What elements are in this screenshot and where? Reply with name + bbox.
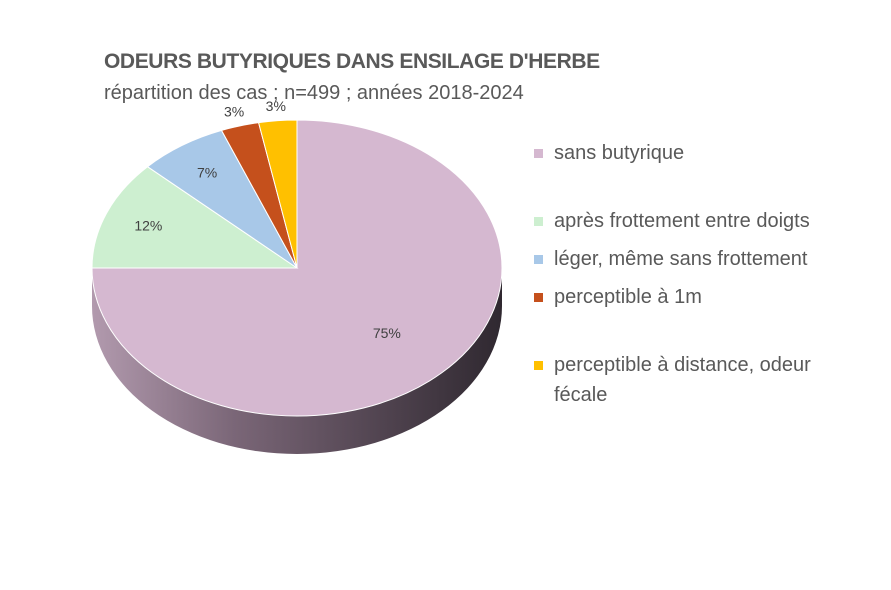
legend-swatch-apres-frottement	[534, 217, 543, 226]
chart-subtitle: répartition des cas ; n=499 ; années 201…	[104, 82, 524, 104]
legend-swatch-perceptible-distance	[534, 361, 543, 370]
data-label-leger: 7%	[197, 165, 217, 181]
pie-slice-perceptible-distance	[257, 119, 298, 269]
chart-legend: sans butyrique après frottement entre do…	[532, 138, 832, 410]
legend-item-leger: léger, même sans frottement	[532, 244, 832, 274]
legend-label-perceptible-1m: perceptible à 1m	[554, 286, 702, 308]
chart-title: ODEURS BUTYRIQUES DANS ENSILAGE D'HERBE	[104, 50, 600, 73]
legend-item-perceptible-1m: perceptible à 1m	[532, 282, 832, 312]
legend-label-leger: léger, même sans frottement	[554, 248, 808, 270]
legend-label-perceptible-distance: perceptible à distance, odeur fécale	[554, 354, 811, 406]
legend-swatch-leger	[534, 255, 543, 264]
legend-item-perceptible-distance: perceptible à distance, odeur fécale	[532, 350, 832, 410]
legend-label-sans-butyrique: sans butyrique	[554, 142, 685, 164]
legend-item-apres-frottement: après frottement entre doigts	[532, 206, 832, 236]
data-label-apres-frottement: 12%	[134, 218, 162, 234]
legend-swatch-perceptible-1m	[534, 293, 543, 302]
data-label-perceptible-1m: 3%	[224, 104, 244, 120]
legend-swatch-sans-butyrique	[534, 149, 543, 158]
data-label-sans-butyrique: 75%	[373, 325, 401, 341]
legend-label-apres-frottement: après frottement entre doigts	[554, 210, 810, 232]
pie-slice-apres-frottement	[91, 166, 299, 269]
legend-item-sans-butyrique: sans butyrique	[532, 138, 832, 168]
pie-side-wall	[92, 268, 502, 454]
data-label-perceptible-distance: 3%	[266, 98, 286, 114]
